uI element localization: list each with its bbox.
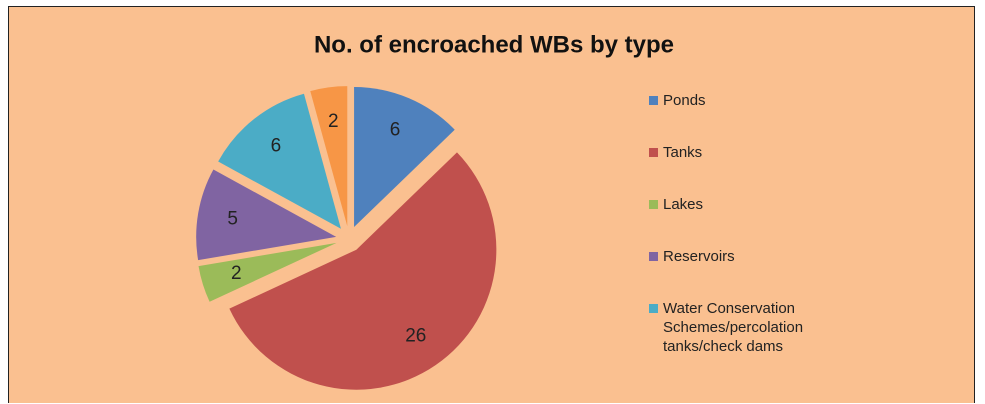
- legend-label: Water Conservation Schemes/percolation t…: [663, 300, 804, 355]
- legend-swatch: [649, 252, 658, 261]
- chart-title: No. of encroached WBs by type: [314, 31, 674, 58]
- data-label: 26: [405, 325, 426, 346]
- legend-label: Tanks: [663, 144, 703, 161]
- legend-entry: Lakes: [649, 195, 849, 214]
- legend-entry: Ponds: [649, 91, 849, 110]
- legend-entry: Reservoirs: [649, 247, 849, 266]
- data-label: 6: [271, 135, 282, 156]
- legend-entry: Water Conservation Schemes/percolation t…: [649, 299, 849, 356]
- legend-label: Reservoirs: [663, 248, 735, 265]
- legend: Ponds Tanks Lakes Reservoirs Water Conservat…: [649, 91, 849, 389]
- pie-slice: [310, 86, 348, 227]
- legend-swatch: [649, 148, 658, 157]
- pie-slice: [229, 152, 497, 390]
- data-label: 2: [328, 111, 339, 132]
- chart-area: No. of encroached WBs by type 6 26 2 5 6 2 Po…: [8, 6, 975, 403]
- data-label: 6: [390, 119, 401, 140]
- data-label: 2: [231, 263, 242, 284]
- pie-slice: [354, 87, 455, 228]
- pie-slice: [218, 93, 341, 229]
- chart: No. of encroached WBs by type 6 26 2 5 6 2: [196, 31, 674, 390]
- legend-label: Lakes: [663, 196, 704, 213]
- legend-label: Ponds: [663, 92, 706, 109]
- legend-swatch: [649, 96, 658, 105]
- legend-entry: Tanks: [649, 143, 849, 162]
- legend-swatch: [649, 200, 658, 209]
- legend-swatch: [649, 304, 658, 313]
- pie-slice: [198, 242, 337, 302]
- data-label: 5: [227, 208, 238, 229]
- pie-slice: [196, 169, 337, 261]
